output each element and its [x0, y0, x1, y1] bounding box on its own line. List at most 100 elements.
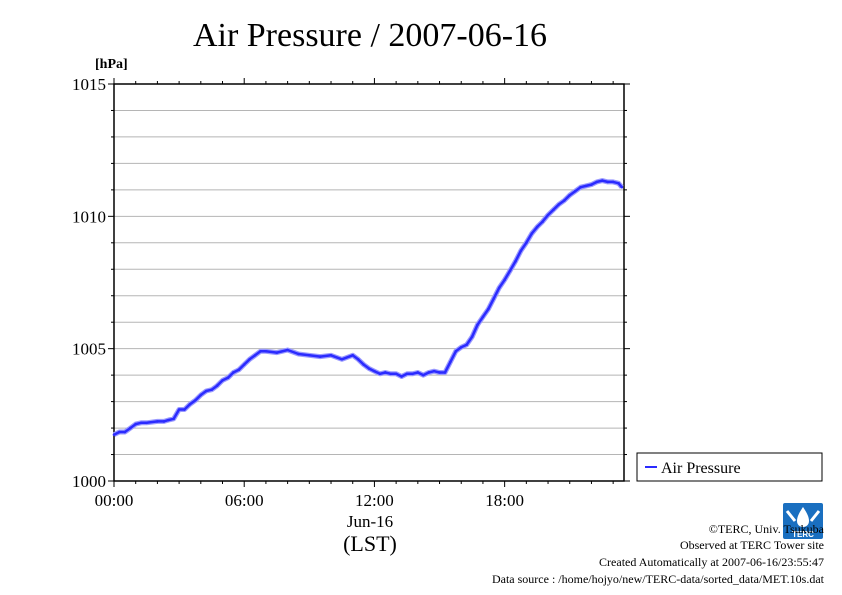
x-tick-label: 12:00 — [355, 491, 394, 510]
gridlines — [114, 109, 624, 456]
data-point — [579, 185, 582, 189]
data-point — [611, 180, 615, 184]
data-point — [237, 368, 241, 372]
x-axis-date-label: Jun-16 — [347, 512, 393, 531]
data-point — [128, 426, 132, 430]
data-point — [465, 343, 468, 346]
data-point — [411, 372, 414, 376]
data-point — [595, 180, 599, 184]
data-point — [459, 346, 463, 349]
data-point — [264, 350, 268, 353]
data-point — [275, 351, 279, 354]
data-point — [123, 430, 127, 434]
footer-copyright: ©TERC, Univ. Tsukuba — [708, 522, 824, 536]
y-tick-label: 1010 — [72, 207, 106, 226]
data-point — [183, 408, 186, 411]
data-point — [617, 181, 620, 185]
data-point — [552, 208, 555, 212]
chart-title: Air Pressure / 2007-06-16 — [193, 17, 547, 54]
data-point — [145, 421, 148, 425]
terc-logo: TERC — [783, 503, 823, 539]
data-point — [166, 418, 170, 422]
data-point — [590, 183, 593, 186]
data-point — [508, 269, 512, 272]
data-point — [557, 203, 561, 206]
data-point — [188, 402, 192, 406]
data-point — [118, 430, 121, 434]
data-point — [600, 179, 604, 182]
y-tick-label: 1015 — [72, 75, 106, 94]
data-point — [329, 353, 333, 357]
data-point — [432, 369, 436, 373]
x-axis-timezone-label: (LST) — [343, 531, 397, 556]
data-point — [259, 350, 262, 353]
data-point — [177, 408, 181, 411]
data-point — [134, 422, 138, 426]
data-point — [568, 193, 572, 197]
data-point — [253, 353, 257, 357]
data-point — [162, 420, 166, 423]
data-point — [367, 367, 371, 370]
data-point — [340, 357, 344, 361]
data-point — [606, 180, 610, 184]
data-point — [383, 371, 387, 374]
data-point — [421, 373, 425, 377]
data-point — [443, 371, 447, 374]
data-point — [194, 398, 197, 402]
data-point — [389, 372, 393, 376]
data-point — [481, 315, 485, 319]
data-point — [492, 297, 496, 300]
series-line-air-pressure — [113, 179, 623, 436]
legend: Air Pressure — [636, 452, 823, 482]
x-tick-label: 00:00 — [95, 491, 134, 510]
data-point — [351, 353, 355, 357]
data-point — [156, 420, 159, 423]
data-point — [620, 185, 624, 189]
data-point — [497, 286, 501, 290]
data-point — [112, 433, 116, 436]
data-point — [378, 372, 382, 376]
data-point — [232, 371, 235, 374]
y-tick-label: 1000 — [72, 472, 106, 491]
data-point — [519, 249, 523, 253]
series-layer — [112, 178, 624, 437]
data-point — [215, 384, 219, 388]
data-point — [470, 335, 474, 339]
data-point — [530, 232, 534, 235]
data-point — [416, 371, 420, 374]
data-point — [546, 213, 550, 217]
data-point — [139, 421, 143, 425]
footer-data-source: Data source : /home/hojyo/new/TERC-data/… — [491, 572, 824, 586]
data-point — [318, 355, 322, 358]
data-point — [584, 184, 588, 188]
data-point — [563, 199, 566, 202]
data-point — [438, 371, 441, 374]
y-axis: 1000 1005 1010 1015 — [72, 75, 630, 491]
data-point — [308, 353, 311, 357]
data-point — [221, 379, 224, 382]
data-point — [373, 369, 376, 373]
data-point — [199, 393, 203, 397]
data-point — [210, 388, 213, 391]
data-point — [286, 348, 289, 352]
x-tick-label: 18:00 — [485, 491, 524, 510]
data-point — [297, 352, 300, 356]
data-point — [356, 357, 360, 361]
data-point — [503, 278, 506, 282]
data-point — [400, 375, 403, 378]
data-point — [449, 360, 452, 364]
data-point — [226, 376, 230, 380]
data-point — [514, 260, 517, 263]
x-tick-label: 06:00 — [225, 491, 264, 510]
data-point — [427, 371, 430, 374]
data-point — [248, 357, 251, 361]
data-point — [204, 389, 208, 393]
data-point — [362, 363, 365, 366]
data-point — [573, 189, 577, 193]
footer-observed-at: Observed at TERC Tower site — [679, 538, 824, 552]
data-point — [525, 241, 528, 245]
x-axis: 00:00 06:00 12:00 18:00 — [95, 78, 614, 510]
footer-created-at: Created Automatically at 2007-06-16/23:5… — [599, 555, 824, 569]
legend-label-air-pressure: Air Pressure — [661, 460, 741, 477]
